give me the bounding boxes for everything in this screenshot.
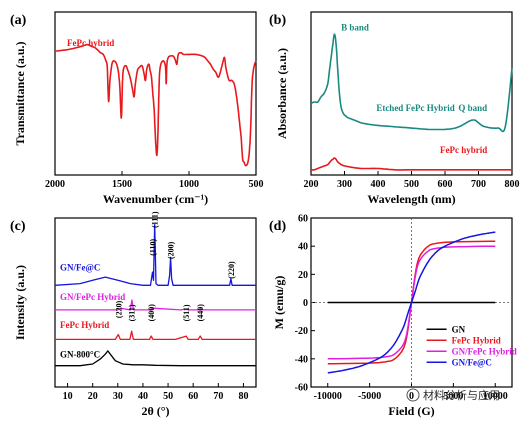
- watermark-text: 材料分析与应用: [423, 388, 500, 402]
- x-axis-label: 2θ (°): [141, 404, 169, 418]
- x-tick-label: 5000: [443, 391, 463, 402]
- annotation-q-band: Q band: [458, 103, 487, 113]
- y-tick-label: -20: [295, 326, 308, 337]
- y-axis-label: M (emu/g): [272, 276, 286, 330]
- y-tick-label: 20: [298, 270, 308, 281]
- y-axis-label: Intensity (a.u.): [13, 265, 27, 340]
- x-axis-label: Field (G): [388, 404, 434, 418]
- legend-label: Etched FePc Hybrid: [376, 103, 455, 113]
- panel-c-frame: [54, 217, 257, 388]
- x-tick-label: 80: [238, 391, 248, 402]
- x-tick-label: 200: [304, 179, 319, 190]
- x-tick-label: 10: [63, 391, 73, 402]
- peak-label: (200): [167, 241, 176, 259]
- series-line-gn-800-c: [55, 350, 256, 367]
- peak-label: (111): [151, 211, 160, 228]
- watermark-icon: [406, 388, 420, 402]
- x-tick-label: 40: [138, 391, 148, 402]
- y-tick-label: -60: [295, 383, 308, 394]
- peak-label: (511): [182, 304, 191, 321]
- panel-label: (a): [10, 13, 27, 28]
- x-tick-label: 700: [471, 179, 486, 190]
- peak-label: (400): [147, 304, 156, 322]
- x-tick-label: 500: [404, 179, 419, 190]
- peak-label: (110): [148, 239, 157, 256]
- peak-label: (220): [227, 261, 236, 279]
- legend-label: GN-800°C: [60, 349, 100, 359]
- panel-label: (b): [269, 13, 286, 28]
- x-tick-label: -10000: [314, 391, 342, 402]
- panel-label: (d): [269, 219, 286, 234]
- x-tick-label: 600: [438, 179, 453, 190]
- x-tick-label: 400: [371, 179, 386, 190]
- x-tick-label: 0: [409, 391, 414, 402]
- legend-label: GN/Fe@C: [452, 357, 492, 367]
- panel-a-frame: [54, 11, 257, 176]
- y-axis-label: Absorbance (a.u.): [275, 48, 289, 139]
- x-tick-label: 50: [163, 391, 173, 402]
- legend-label: FePc Hybrid: [452, 335, 501, 345]
- peak-label: (220): [114, 300, 123, 318]
- series-line-fepc-hybrid: [310, 157, 512, 171]
- x-tick-label: 2000: [45, 179, 65, 190]
- x-tick-label: 300: [337, 179, 352, 190]
- series-line-gn-fe-c: [327, 231, 496, 374]
- watermark: 材料分析与应用: [406, 388, 500, 402]
- x-axis-label: Wavelength (nm): [367, 192, 455, 206]
- x-tick-label: 60: [188, 391, 198, 402]
- y-tick-label: 60: [298, 214, 308, 225]
- x-tick-label: 10000: [483, 391, 508, 402]
- y-tick-label: -40: [295, 354, 308, 365]
- x-tick-label: -5000: [358, 391, 381, 402]
- x-tick-label: 30: [113, 391, 123, 402]
- legend-label: FePc hybrid: [67, 38, 114, 48]
- legend-label: GN/FePc Hybrid: [60, 292, 125, 302]
- legend-label: GN: [452, 324, 466, 334]
- series-line-gn-fepc-hybrid: [55, 299, 256, 311]
- y-axis-label: Transmittance (a.u.): [13, 41, 27, 145]
- x-tick-label: 70: [213, 391, 223, 402]
- legend-label: FePc Hybrid: [60, 320, 109, 330]
- x-tick-label: 1000: [179, 179, 199, 190]
- x-tick-label: 20: [88, 391, 98, 402]
- y-tick-label: 40: [298, 242, 308, 253]
- peak-label: (311): [128, 304, 137, 321]
- x-tick-label: 1500: [112, 179, 132, 190]
- series-line-fepc-hybrid: [55, 330, 256, 341]
- x-tick-label: 500: [249, 179, 264, 190]
- x-tick-label: 800: [505, 179, 520, 190]
- series-line-gn-fe-c: [54, 223, 256, 286]
- peak-label: (440): [196, 304, 205, 322]
- y-tick-label: 0: [303, 298, 308, 309]
- panel-label: (c): [10, 219, 26, 234]
- legend-label: GN/Fe@C: [60, 263, 100, 273]
- legend-label: FePc hybrid: [440, 145, 487, 155]
- series-line-etched-fepc-hybrid: [310, 33, 513, 133]
- x-axis-label: Wavenumber (cm⁻¹): [103, 192, 208, 206]
- legend-label: GN/FePc Hybrid: [452, 346, 517, 356]
- series-line-fepc-hybrid: [54, 43, 257, 167]
- annotation-b-band: B band: [341, 22, 369, 32]
